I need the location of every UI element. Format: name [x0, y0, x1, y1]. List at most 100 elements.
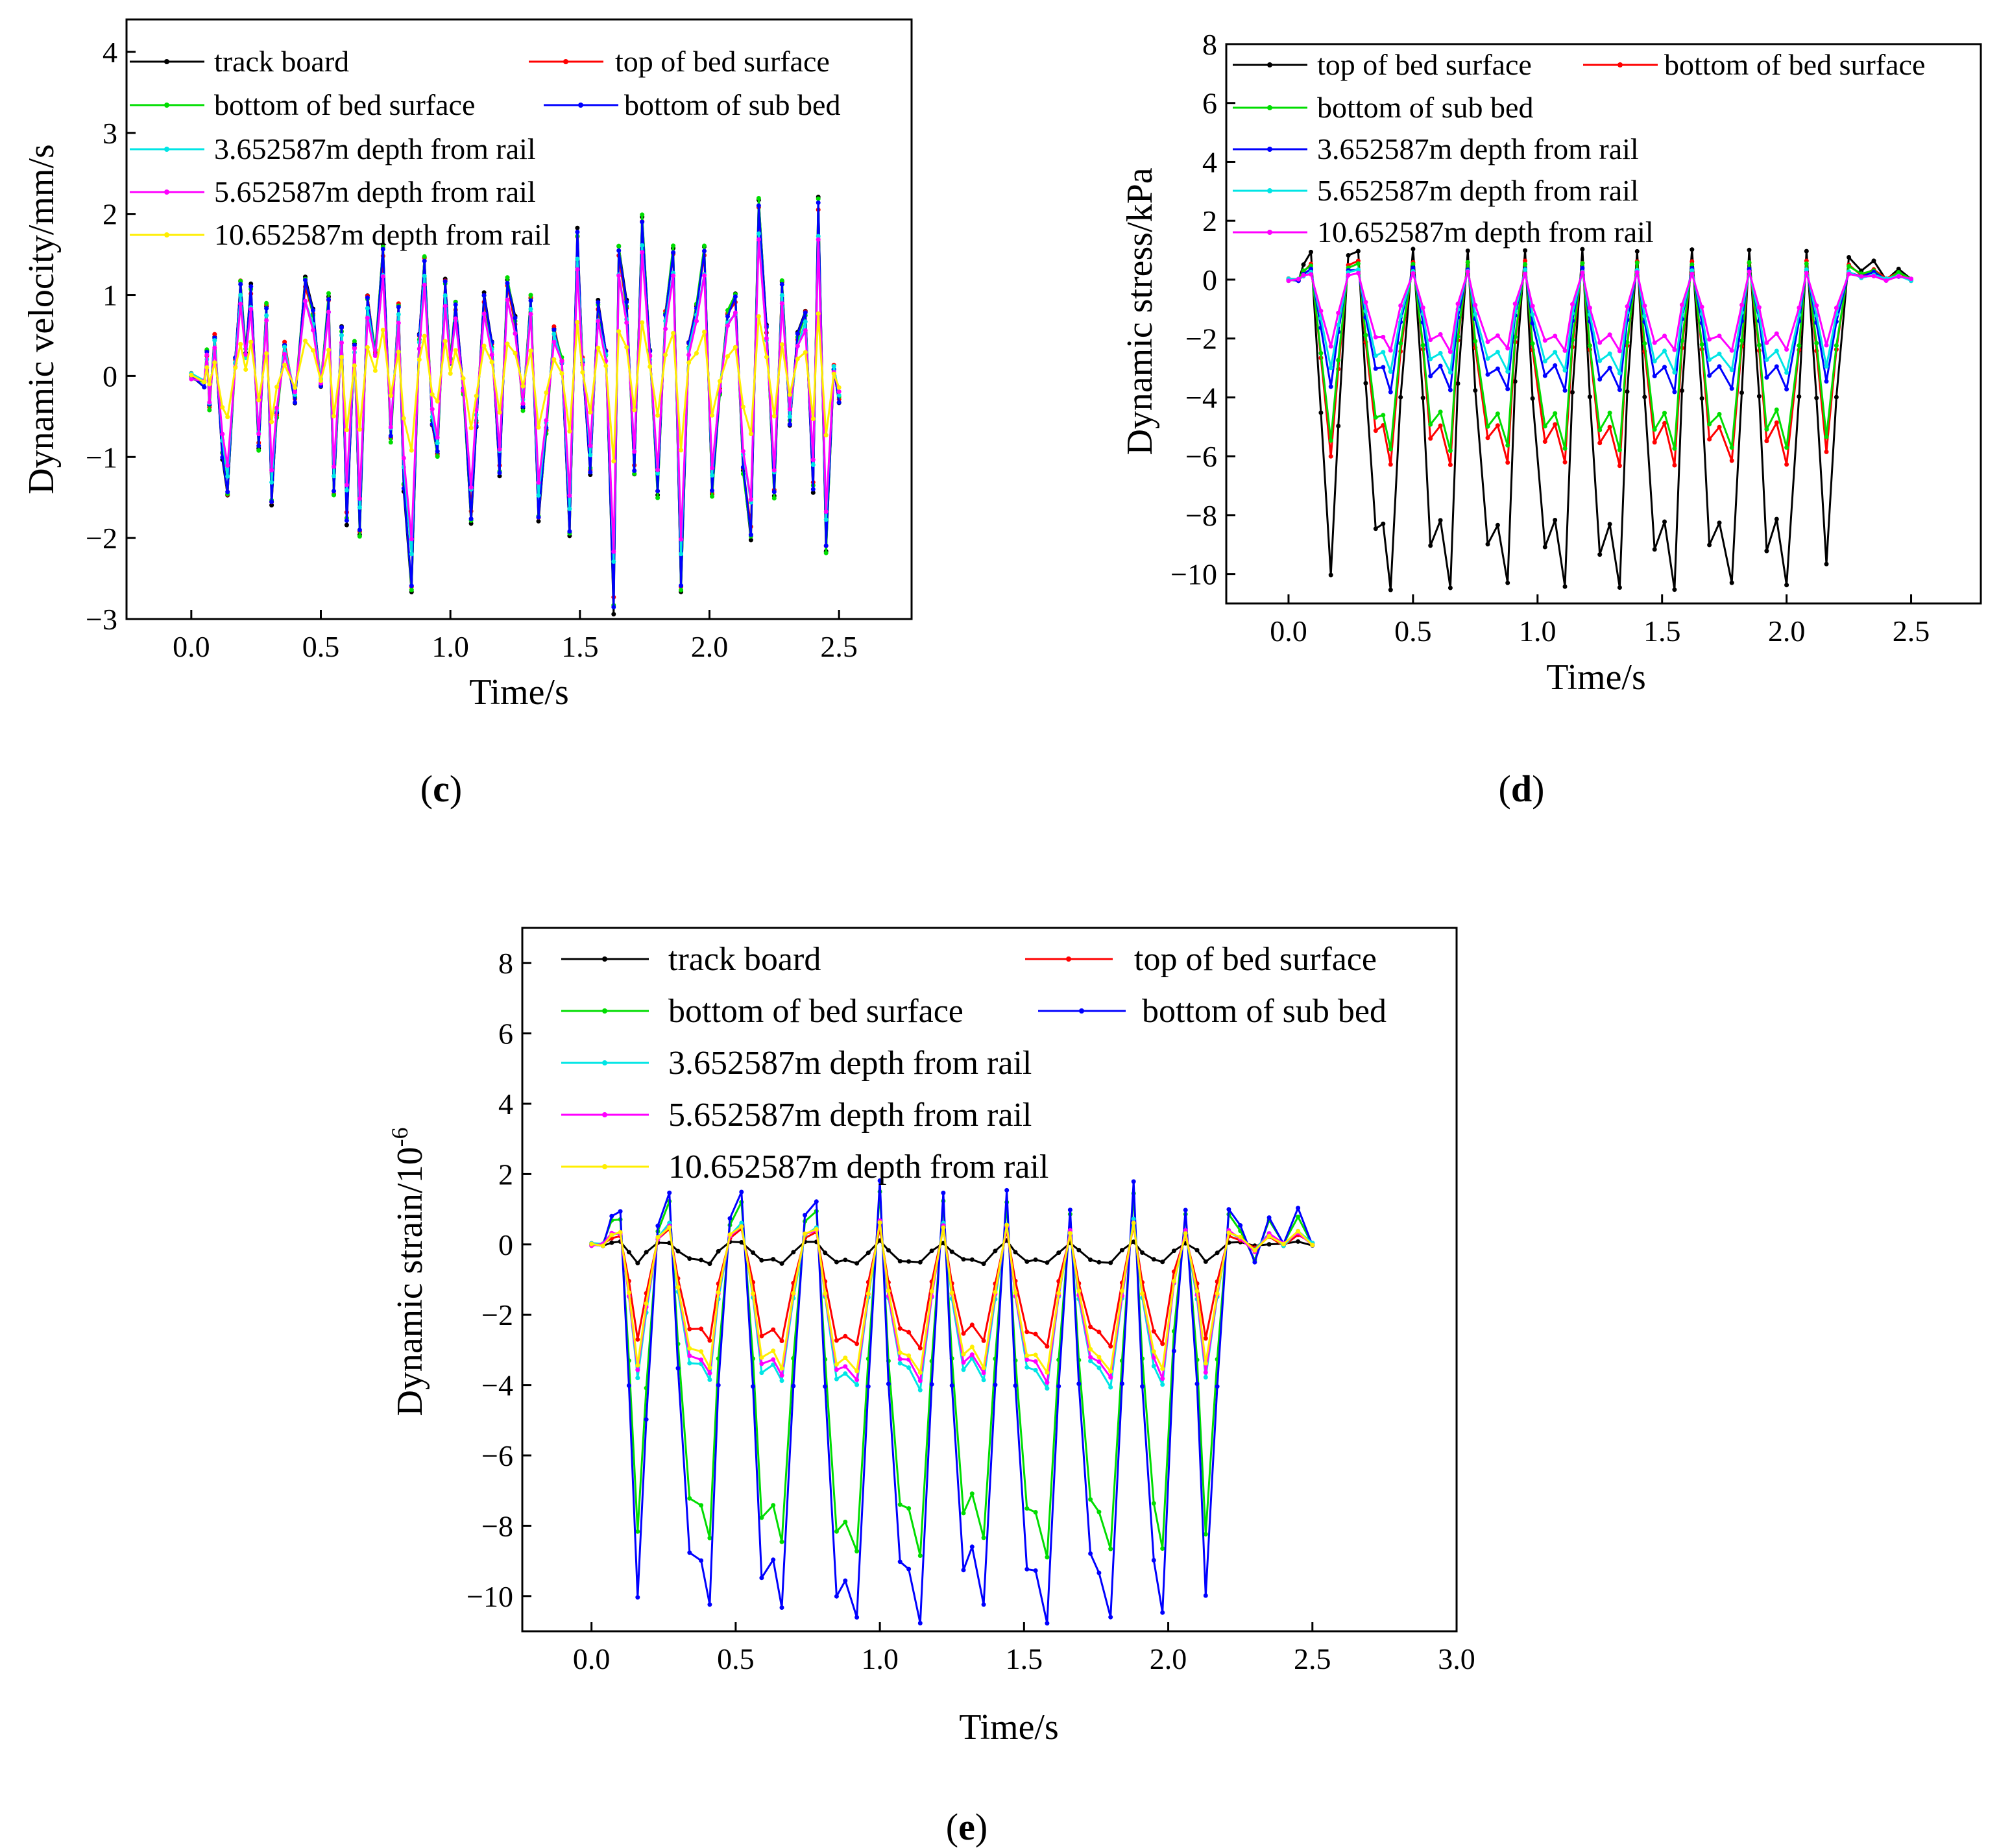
data-point — [687, 1361, 692, 1366]
data-point — [635, 1363, 640, 1368]
data-point — [442, 304, 448, 309]
data-point — [567, 493, 572, 498]
data-point — [536, 515, 541, 520]
data-point — [1495, 350, 1500, 354]
data-point — [435, 435, 440, 440]
data-point — [671, 250, 676, 255]
data-point — [1238, 1223, 1243, 1228]
x-tick-label: 1.0 — [1519, 614, 1557, 648]
data-point — [969, 1352, 975, 1357]
data-point — [843, 1578, 848, 1583]
data-point — [344, 487, 349, 492]
data-point — [596, 345, 601, 350]
data-point — [243, 352, 248, 357]
data-point — [269, 480, 274, 485]
data-point — [1824, 449, 1829, 454]
data-point — [1033, 1510, 1038, 1514]
data-point — [836, 393, 842, 398]
y-tick-label: −8 — [1185, 499, 1217, 532]
data-point — [1485, 339, 1490, 345]
data-point — [1363, 300, 1368, 305]
data-point — [751, 1384, 756, 1389]
data-point — [1428, 436, 1433, 441]
data-point — [505, 297, 510, 302]
legend-marker — [164, 59, 169, 64]
data-point — [699, 1503, 704, 1508]
data-point — [779, 278, 784, 283]
data-point — [544, 390, 549, 395]
legend-marker — [602, 1112, 607, 1117]
data-point — [1699, 342, 1704, 347]
data-point — [1381, 413, 1386, 418]
data-point — [1301, 262, 1306, 267]
data-point — [269, 503, 274, 508]
data-point — [906, 1353, 912, 1358]
data-point — [396, 312, 401, 317]
data-point — [707, 1261, 712, 1267]
y-tick-label: 2 — [103, 198, 117, 231]
data-point — [1717, 364, 1722, 369]
data-point — [1328, 454, 1333, 459]
chart-d-ylabel: Dynamic stress/kPa — [1120, 167, 1160, 455]
data-point — [655, 495, 660, 500]
panel-label-open: ( — [420, 768, 433, 810]
data-point — [1804, 249, 1809, 254]
data-point — [1717, 411, 1722, 417]
data-point — [771, 496, 777, 501]
panel-label-c: (c) — [420, 768, 462, 810]
data-point — [344, 518, 349, 523]
data-point — [1764, 375, 1769, 380]
data-point — [1448, 370, 1453, 375]
data-point — [1160, 1610, 1165, 1615]
data-point — [616, 329, 622, 334]
data-point — [1672, 587, 1677, 592]
data-point — [1373, 415, 1378, 420]
data-point — [256, 448, 261, 453]
data-point — [380, 274, 385, 279]
legend-marker — [1617, 62, 1623, 67]
data-point — [1096, 1509, 1102, 1514]
data-point — [854, 1549, 860, 1554]
data-point — [1562, 459, 1568, 465]
data-point — [1672, 389, 1677, 395]
data-point — [274, 406, 280, 411]
data-point — [897, 1559, 903, 1564]
data-point — [618, 1209, 623, 1214]
data-point — [588, 409, 593, 415]
data-point — [624, 320, 629, 325]
data-point — [1140, 1384, 1145, 1389]
chart-e-plot-area — [521, 927, 1458, 1633]
data-point — [1131, 1217, 1136, 1222]
chart-c: 0.0 0.5 1.0 1.5 2.0 2.5 −3 −2 −1 0 1 2 3 4 Time/s Dy… — [21, 18, 913, 712]
data-point — [388, 393, 393, 398]
data-point — [1634, 270, 1640, 275]
data-point — [1662, 348, 1667, 354]
data-point — [319, 378, 323, 383]
data-point — [699, 1558, 704, 1563]
data-point — [1607, 365, 1612, 371]
data-point — [1495, 366, 1500, 371]
data-point — [1530, 312, 1535, 317]
legend-item: top of bed surface — [1025, 941, 1377, 978]
data-point — [1707, 542, 1712, 548]
data-point — [528, 348, 533, 354]
data-point — [710, 494, 714, 499]
legend-marker — [1267, 105, 1272, 110]
data-point — [969, 1491, 975, 1496]
legend-label: top of bed surface — [1134, 941, 1377, 978]
data-point — [207, 407, 212, 413]
data-point — [1784, 462, 1789, 467]
data-point — [1562, 584, 1568, 589]
data-point — [834, 1529, 839, 1534]
data-point — [1428, 374, 1433, 379]
data-point — [430, 407, 435, 412]
data-point — [834, 1259, 839, 1265]
data-point — [779, 1373, 784, 1378]
data-point — [339, 325, 344, 330]
data-point — [339, 354, 344, 359]
legend-item: 5.652587m depth from rail — [561, 1097, 1032, 1134]
data-point — [609, 1213, 614, 1219]
data-point — [1160, 1259, 1165, 1265]
data-point — [344, 482, 349, 487]
data-point — [293, 389, 298, 395]
